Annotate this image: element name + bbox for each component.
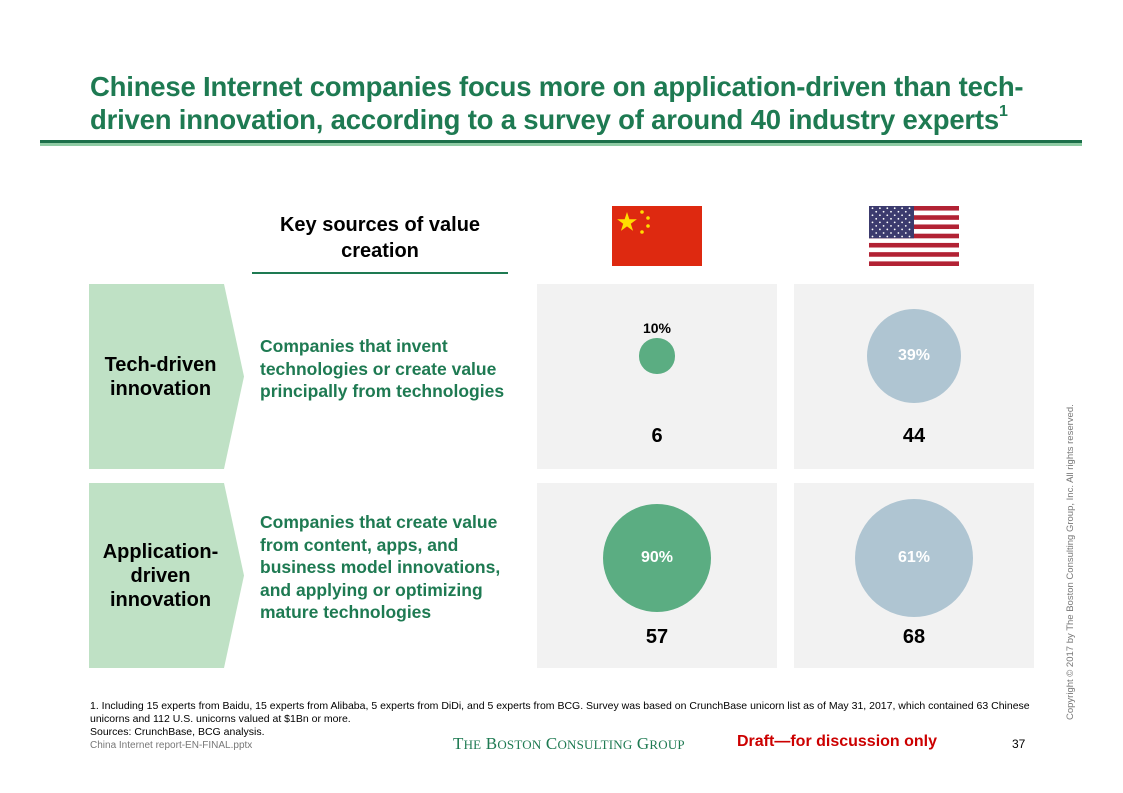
flag-star bbox=[882, 210, 885, 213]
bubble-china-application: 90% bbox=[602, 503, 711, 612]
flag-star bbox=[908, 235, 911, 238]
bubble-label: 61% bbox=[897, 549, 931, 566]
slide-title-text: Chinese Internet companies focus more on… bbox=[90, 71, 1024, 135]
title-rule-accent bbox=[40, 143, 1082, 146]
bubble-china-tech bbox=[639, 338, 675, 374]
bubble-label: 39% bbox=[897, 346, 930, 364]
bcg-logo: THE BOSTON CONSULTING GROUP bbox=[453, 734, 685, 754]
flag-star bbox=[890, 210, 892, 213]
flag-stripe bbox=[869, 261, 959, 267]
page-number: 37 bbox=[1012, 737, 1026, 751]
flag-star bbox=[886, 228, 889, 231]
flag-star bbox=[875, 224, 878, 227]
file-name: China Internet report-EN-FINAL.pptx bbox=[90, 740, 253, 751]
flag-star bbox=[901, 228, 903, 231]
row-description-application-driven: Companies that create value from content… bbox=[260, 512, 501, 622]
flag-star bbox=[893, 207, 896, 210]
slide-title: Chinese Internet companies focus more on… bbox=[90, 70, 1050, 136]
flag-star bbox=[897, 217, 900, 220]
flag-star bbox=[890, 224, 892, 227]
flag-star bbox=[886, 221, 889, 224]
flag-star bbox=[871, 214, 874, 217]
flag-star bbox=[882, 224, 885, 227]
row-label-application-driven: Application-driven innovation bbox=[89, 483, 244, 668]
flag-star bbox=[901, 207, 903, 210]
flag-stripe bbox=[869, 247, 959, 253]
cell-us-application: 61% 68 bbox=[794, 483, 1034, 668]
column-header-rule bbox=[252, 272, 508, 274]
flag-stripe bbox=[869, 242, 959, 248]
china-flag-icon bbox=[612, 206, 702, 266]
row-label-text: Application-driven innovation bbox=[102, 540, 219, 611]
column-header: Key sources of value creation bbox=[279, 214, 481, 262]
flag-star bbox=[882, 232, 885, 234]
copyright-notice: Copyright © 2017 by The Boston Consultin… bbox=[1065, 404, 1076, 720]
flag-star bbox=[871, 207, 874, 210]
sources-note: Sources: CrunchBase, BCG analysis. bbox=[90, 726, 265, 738]
bubble-us-tech: 39% bbox=[866, 308, 962, 404]
us-flag-icon bbox=[869, 206, 959, 267]
flag-star bbox=[886, 235, 889, 238]
flag-star bbox=[897, 232, 900, 234]
bubble-label: 10% bbox=[642, 320, 672, 336]
count-label: 57 bbox=[645, 626, 669, 648]
cell-china-tech: 10% 6 bbox=[537, 284, 777, 469]
flag-star bbox=[875, 210, 878, 213]
flag-star bbox=[871, 235, 874, 238]
flag-star bbox=[893, 235, 896, 238]
flag-star bbox=[897, 224, 900, 227]
flag-star bbox=[886, 214, 889, 217]
flag-star bbox=[901, 221, 903, 224]
bubble-label: 90% bbox=[640, 548, 673, 566]
flag-star bbox=[879, 228, 881, 231]
flag-star bbox=[897, 210, 900, 213]
footnotes: 1. Including 15 experts from Baidu, 15 e… bbox=[90, 700, 1030, 739]
flag-star bbox=[875, 217, 878, 220]
title-rule bbox=[40, 140, 1082, 143]
flag-star bbox=[879, 221, 881, 224]
row-label-tech-driven: Tech-driven innovation bbox=[89, 284, 244, 469]
cell-us-tech: 39% 44 bbox=[794, 284, 1034, 469]
flag-star bbox=[904, 217, 907, 220]
flag-star bbox=[893, 214, 896, 217]
flag-star bbox=[871, 228, 874, 231]
flag-star bbox=[904, 210, 907, 213]
flag-stripe bbox=[869, 252, 959, 257]
count-label: 44 bbox=[902, 425, 926, 447]
flag-star bbox=[890, 232, 892, 234]
row-description-tech-driven: Companies that invent technologies or cr… bbox=[260, 336, 505, 401]
cell-china-application: 90% 57 bbox=[537, 483, 777, 668]
flag-star bbox=[879, 235, 881, 238]
flag-star bbox=[904, 232, 907, 234]
flag-star bbox=[879, 214, 881, 217]
draft-label: Draft—for discussion only bbox=[737, 733, 938, 750]
flag-star bbox=[908, 207, 911, 210]
flag-star bbox=[901, 214, 903, 217]
flag-star bbox=[908, 228, 911, 231]
flag-star bbox=[893, 228, 896, 231]
count-label: 68 bbox=[902, 626, 926, 648]
count-label: 6 bbox=[651, 425, 663, 447]
flag-stripe bbox=[869, 256, 959, 262]
title-footnote-marker: 1 bbox=[998, 102, 1008, 120]
flag-star bbox=[904, 224, 907, 227]
row-label-text: Tech-driven innovation bbox=[104, 353, 217, 400]
flag-star bbox=[908, 214, 911, 217]
flag-star bbox=[879, 207, 881, 210]
flag-star bbox=[908, 221, 911, 224]
flag-star bbox=[901, 235, 903, 238]
flag-star bbox=[886, 207, 889, 210]
flag-star bbox=[871, 221, 874, 224]
bcg-logo-text: THE BOSTON CONSULTING GROUP bbox=[453, 734, 685, 753]
bubble-us-application: 61% bbox=[855, 499, 973, 617]
flag-star bbox=[893, 221, 896, 224]
footnote-1: 1. Including 15 experts from Baidu, 15 e… bbox=[90, 700, 1030, 725]
flag-star bbox=[882, 217, 885, 220]
flag-star bbox=[890, 217, 892, 220]
flag-star bbox=[875, 232, 878, 234]
flag-stripe bbox=[869, 238, 959, 244]
